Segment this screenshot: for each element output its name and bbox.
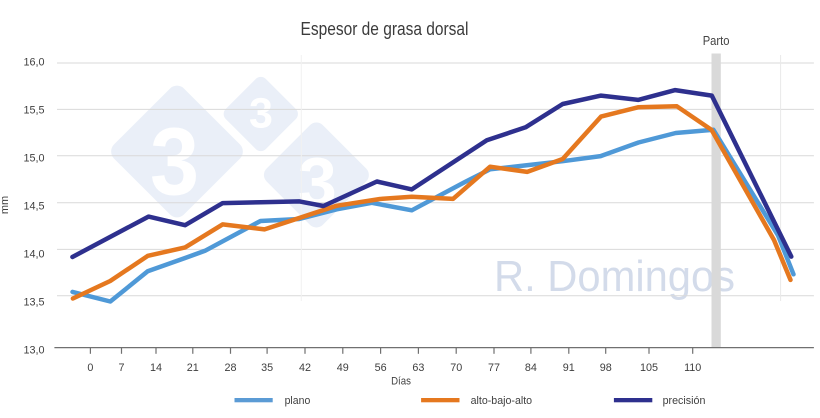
svg-text:42: 42 [299, 362, 311, 374]
svg-text:alto-bajo-alto: alto-bajo-alto [471, 395, 532, 407]
svg-text:3: 3 [150, 108, 199, 215]
svg-text:105: 105 [640, 362, 658, 374]
svg-text:77: 77 [488, 362, 500, 374]
svg-text:13,5: 13,5 [23, 297, 44, 309]
svg-text:15,5: 15,5 [23, 104, 44, 116]
svg-text:98: 98 [600, 362, 612, 374]
svg-text:14: 14 [150, 362, 162, 374]
svg-text:91: 91 [563, 362, 575, 374]
svg-text:3: 3 [249, 90, 273, 138]
svg-text:56: 56 [375, 362, 387, 374]
svg-text:21: 21 [187, 362, 199, 374]
svg-text:0: 0 [87, 362, 93, 374]
svg-text:49: 49 [337, 362, 349, 374]
svg-text:13,0: 13,0 [23, 345, 44, 357]
svg-text:14,0: 14,0 [23, 248, 44, 260]
svg-text:R. Domingos: R. Domingos [494, 252, 735, 301]
svg-text:Días: Días [391, 376, 411, 388]
svg-text:35: 35 [261, 362, 273, 374]
svg-text:70: 70 [450, 362, 462, 374]
svg-text:14,5: 14,5 [23, 200, 44, 212]
svg-text:28: 28 [224, 362, 236, 374]
svg-text:84: 84 [525, 362, 537, 374]
svg-text:16,0: 16,0 [23, 56, 44, 68]
svg-text:63: 63 [412, 362, 424, 374]
svg-text:15,0: 15,0 [23, 152, 44, 164]
svg-text:plano: plano [285, 395, 311, 407]
svg-text:110: 110 [684, 362, 701, 374]
svg-text:mm: mm [0, 196, 11, 214]
svg-text:7: 7 [118, 362, 124, 374]
svg-text:Parto: Parto [703, 34, 730, 48]
svg-text:precisión: precisión [663, 395, 706, 407]
svg-text:Espesor de grasa dorsal: Espesor de grasa dorsal [301, 19, 469, 39]
